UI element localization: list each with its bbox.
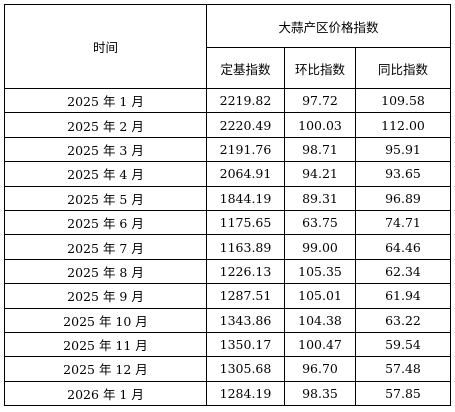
- cell-time: 2025 年 9 月: [4, 283, 207, 309]
- cell-base-index: 1844.19: [206, 185, 285, 211]
- cell-mom-index: 97.72: [284, 87, 356, 114]
- cell-base-index: 1287.51: [206, 283, 285, 309]
- table-row: 2025 年 2 月 2220.49 100.03 112.00: [4, 112, 451, 138]
- cell-base-index: 2219.82: [206, 87, 285, 114]
- header-yoy-index: 同比指数: [355, 47, 451, 89]
- cell-time: 2025 年 2 月: [4, 112, 207, 138]
- table-row: 2025 年 3 月 2191.76 98.71 95.91: [4, 136, 451, 163]
- header-group-title: 大蒜产区价格指数: [206, 4, 451, 48]
- table-body: 2025 年 1 月 2219.82 97.72 109.58 2025 年 2 月 22…: [4, 87, 451, 407]
- cell-base-index: 1163.89: [206, 234, 285, 260]
- cell-base-index: 2064.91: [206, 161, 285, 187]
- cell-mom-index: 99.00: [284, 234, 356, 260]
- header-base-index: 定基指数: [206, 47, 285, 89]
- cell-mom-index: 104.38: [284, 307, 356, 333]
- cell-time: 2025 年 8 月: [4, 258, 207, 285]
- table-row: 2025 年 9 月 1287.51 105.01 61.94: [4, 283, 451, 309]
- cell-mom-index: 105.01: [284, 283, 356, 309]
- table-row: 2025 年 6 月 1175.65 63.75 74.71: [4, 209, 451, 236]
- cell-mom-index: 98.71: [284, 136, 356, 163]
- cell-time: 2025 年 11 月: [4, 331, 207, 358]
- header-row-columns: 定基指数 环比指数 同比指数: [5, 47, 451, 89]
- cell-time: 2025 年 12 月: [4, 356, 207, 382]
- cell-mom-index: 89.31: [284, 185, 356, 211]
- cell-time: 2025 年 5 月: [4, 185, 207, 211]
- cell-base-index: 2220.49: [206, 112, 285, 138]
- cell-time: 2025 年 1 月: [4, 87, 207, 114]
- cell-mom-index: 100.03: [284, 112, 356, 138]
- cell-mom-index: 94.21: [284, 161, 356, 187]
- cell-yoy-index: 61.94: [355, 283, 451, 309]
- header-mom-index: 环比指数: [284, 47, 356, 89]
- cell-time: 2026 年 1 月: [4, 380, 207, 407]
- table-row: 2025 年 11 月 1350.17 100.47 59.54: [4, 331, 451, 358]
- cell-base-index: 1175.65: [206, 209, 285, 236]
- table-row: 2025 年 10 月 1343.86 104.38 63.22: [4, 307, 451, 333]
- cell-yoy-index: 57.85: [355, 380, 451, 407]
- header-time: 时间: [4, 4, 207, 89]
- cell-mom-index: 105.35: [284, 258, 356, 285]
- cell-yoy-index: 93.65: [355, 161, 451, 187]
- cell-yoy-index: 109.58: [355, 87, 451, 114]
- table-row: 2025 年 12 月 1305.68 96.70 57.48: [4, 356, 451, 382]
- cell-base-index: 1350.17: [206, 331, 285, 358]
- cell-yoy-index: 59.54: [355, 331, 451, 358]
- cell-yoy-index: 74.71: [355, 209, 451, 236]
- cell-time: 2025 年 6 月: [4, 209, 207, 236]
- cell-yoy-index: 64.46: [355, 234, 451, 260]
- cell-yoy-index: 112.00: [355, 112, 451, 138]
- table-row: 2026 年 1 月 1284.19 98.35 57.85: [4, 380, 451, 407]
- table-row: 2025 年 4 月 2064.91 94.21 93.65: [4, 161, 451, 187]
- table-row: 2025 年 1 月 2219.82 97.72 109.58: [4, 87, 451, 114]
- cell-yoy-index: 57.48: [355, 356, 451, 382]
- cell-yoy-index: 62.34: [355, 258, 451, 285]
- cell-time: 2025 年 10 月: [4, 307, 207, 333]
- cell-yoy-index: 63.22: [355, 307, 451, 333]
- cell-time: 2025 年 3 月: [4, 136, 207, 163]
- cell-base-index: 2191.76: [206, 136, 285, 163]
- cell-mom-index: 98.35: [284, 380, 356, 407]
- table-row: 2025 年 7 月 1163.89 99.00 64.46: [4, 234, 451, 260]
- header-row-group: 时间 大蒜产区价格指数: [4, 4, 451, 89]
- cell-yoy-index: 95.91: [355, 136, 451, 163]
- cell-time: 2025 年 7 月: [4, 234, 207, 260]
- table-row: 2025 年 8 月 1226.13 105.35 62.34: [4, 258, 451, 285]
- cell-mom-index: 63.75: [284, 209, 356, 236]
- garlic-price-index-table: 时间 大蒜产区价格指数 定基指数 环比指数 同比指数 2025 年 1 月 221…: [4, 4, 451, 407]
- cell-yoy-index: 96.89: [355, 185, 451, 211]
- cell-mom-index: 96.70: [284, 356, 356, 382]
- cell-mom-index: 100.47: [284, 331, 356, 358]
- cell-base-index: 1226.13: [206, 258, 285, 285]
- table-row: 2025 年 5 月 1844.19 89.31 96.89: [4, 185, 451, 211]
- cell-time: 2025 年 4 月: [4, 161, 207, 187]
- cell-base-index: 1305.68: [206, 356, 285, 382]
- cell-base-index: 1343.86: [206, 307, 285, 333]
- cell-base-index: 1284.19: [206, 380, 285, 407]
